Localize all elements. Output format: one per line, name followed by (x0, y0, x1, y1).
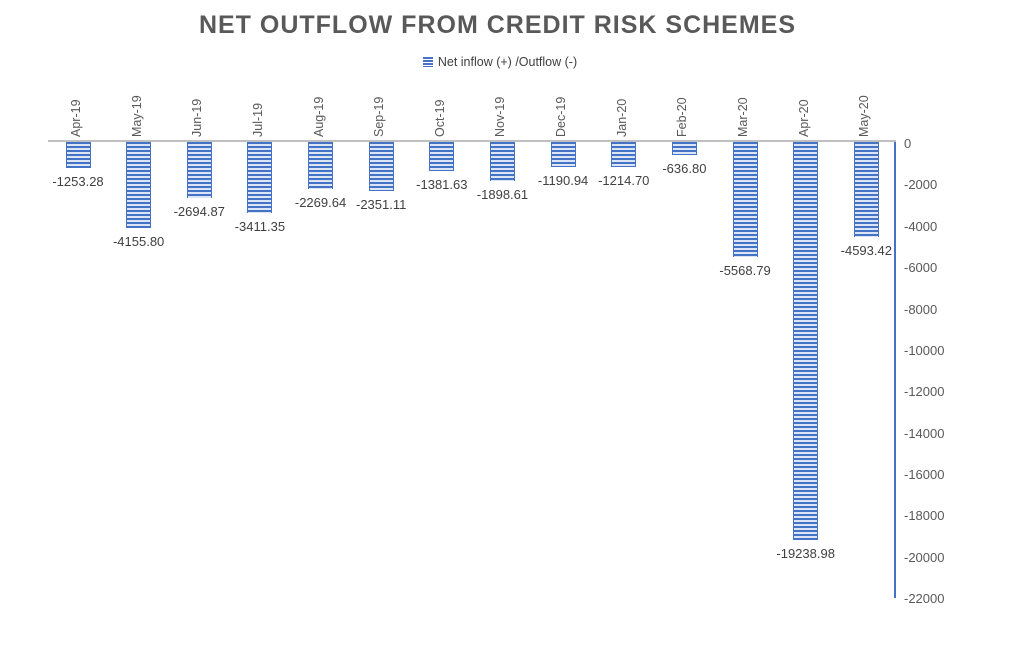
y-tick-label--22000: -22000 (904, 591, 945, 606)
data-label-Feb-20: -636.80 (662, 161, 707, 177)
data-label-May-19: -4155.80 (112, 233, 165, 249)
data-label-Apr-19: -1253.28 (52, 173, 104, 189)
bar-Aug-19 (308, 142, 334, 189)
bar-Jan-20 (611, 142, 637, 168)
data-label-Apr-20: -19238.98 (776, 545, 835, 561)
bar-Jul-19 (247, 142, 273, 213)
data-label-Jul-19: -3411.35 (234, 218, 286, 234)
bar-Dec-19 (550, 142, 576, 167)
category-label-Dec-19: Dec-19 (554, 96, 569, 137)
y-tick-label--2000: -2000 (904, 177, 938, 193)
data-label-Dec-19: -1190.94 (537, 172, 589, 188)
bar-Apr-19 (65, 142, 91, 168)
y-tick-label--16000: -16000 (904, 466, 945, 482)
category-label-Mar-20: Mar-20 (736, 97, 751, 137)
legend: Net inflow (+) /Outflow (-) (0, 55, 1000, 69)
category-label-Sep-19: Sep-19 (372, 96, 387, 137)
data-label-May-20: -4593.42 (840, 243, 892, 258)
y-axis-line (894, 142, 896, 598)
category-label-Apr-19: Apr-19 (69, 99, 83, 137)
category-label-Oct-19: Oct-19 (432, 99, 447, 137)
bar-Jun-19 (186, 142, 212, 198)
category-label-Jan-20: Jan-20 (614, 98, 629, 137)
chart-title: NET OUTFLOW FROM CREDIT RISK SCHEMES (198, 11, 797, 39)
y-tick-label--10000: -10000 (904, 342, 945, 358)
y-tick-label-0: 0 (904, 136, 912, 151)
bar-Mar-20 (732, 142, 758, 258)
category-label-Nov-19: Nov-19 (493, 96, 508, 137)
bar-Nov-19 (489, 142, 515, 182)
category-label-Apr-20: Apr-20 (796, 99, 811, 137)
bar-Oct-19 (429, 142, 455, 171)
bar-May-20 (853, 142, 879, 237)
y-tick-label--20000: -20000 (904, 549, 945, 565)
category-label-Aug-19: Aug-19 (311, 96, 326, 137)
data-label-Jan-20: -1214.70 (598, 173, 650, 189)
category-label-Jun-19: Jun-19 (190, 98, 205, 137)
y-tick-label--4000: -4000 (904, 218, 938, 234)
data-label-Jun-19: -2694.87 (173, 203, 225, 219)
data-label-Aug-19: -2269.64 (294, 194, 347, 210)
data-label-Sep-19: -2351.11 (356, 196, 407, 212)
data-label-Nov-19: -1898.61 (476, 187, 529, 203)
y-tick-label--18000: -18000 (904, 508, 945, 524)
bar-May-19 (126, 142, 152, 228)
bar-Apr-20 (793, 142, 819, 540)
y-tick-label--8000: -8000 (904, 301, 938, 317)
data-label-Oct-19: -1381.63 (416, 176, 468, 192)
legend-swatch-icon (422, 57, 433, 67)
category-label-May-19: May-19 (129, 95, 144, 137)
category-label-Feb-20: Feb-20 (675, 97, 690, 137)
bar-Feb-20 (671, 142, 697, 156)
data-label-Mar-20: -5568.79 (719, 263, 771, 279)
y-tick-label--6000: -6000 (904, 260, 938, 276)
zero-axis-line (48, 140, 896, 142)
y-tick-label--14000: -14000 (904, 425, 945, 441)
bar-Sep-19 (368, 142, 394, 191)
y-tick-label--12000: -12000 (904, 384, 945, 400)
legend-label: Net inflow (+) /Outflow (-) (437, 55, 578, 69)
category-label-May-20: May-20 (857, 95, 872, 137)
category-label-Jul-19: Jul-19 (250, 102, 265, 137)
